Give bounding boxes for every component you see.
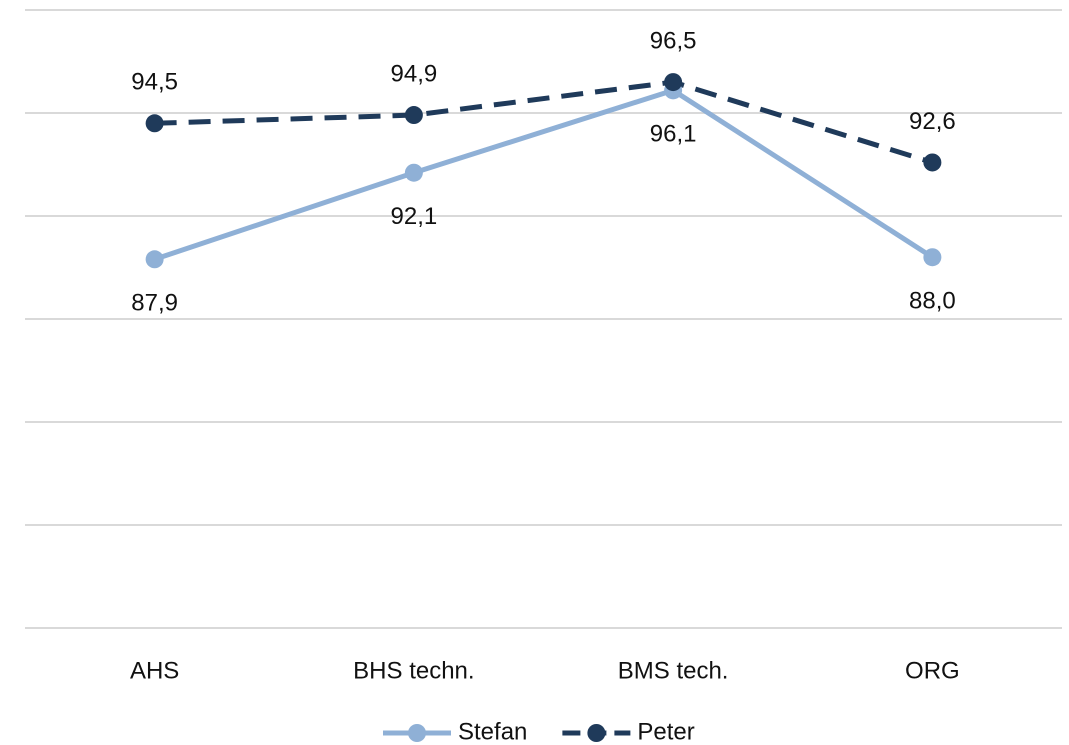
x-tick-label: BMS tech. xyxy=(618,657,729,684)
marker xyxy=(145,114,164,133)
data-label: 92,6 xyxy=(909,108,956,135)
marker xyxy=(923,153,942,172)
marker xyxy=(145,250,164,269)
legend-label: Peter xyxy=(637,718,694,745)
marker xyxy=(404,106,423,125)
x-tick-label: ORG xyxy=(905,657,960,684)
data-label: 96,1 xyxy=(650,121,697,148)
data-label: 88,0 xyxy=(909,288,956,315)
marker xyxy=(664,73,683,92)
data-label: 92,1 xyxy=(391,203,438,230)
marker xyxy=(404,163,423,182)
legend-label: Stefan xyxy=(458,718,527,745)
x-tick-label: AHS xyxy=(130,657,179,684)
data-label: 94,5 xyxy=(131,69,178,96)
marker xyxy=(923,248,942,267)
series-line xyxy=(154,79,934,165)
legend-marker xyxy=(408,724,426,742)
data-label: 96,5 xyxy=(650,27,697,54)
data-label: 94,9 xyxy=(391,60,438,87)
data-label: 87,9 xyxy=(131,290,178,317)
x-tick-label: BHS techn. xyxy=(353,657,474,684)
series-line xyxy=(153,87,934,262)
legend-marker xyxy=(587,724,606,742)
